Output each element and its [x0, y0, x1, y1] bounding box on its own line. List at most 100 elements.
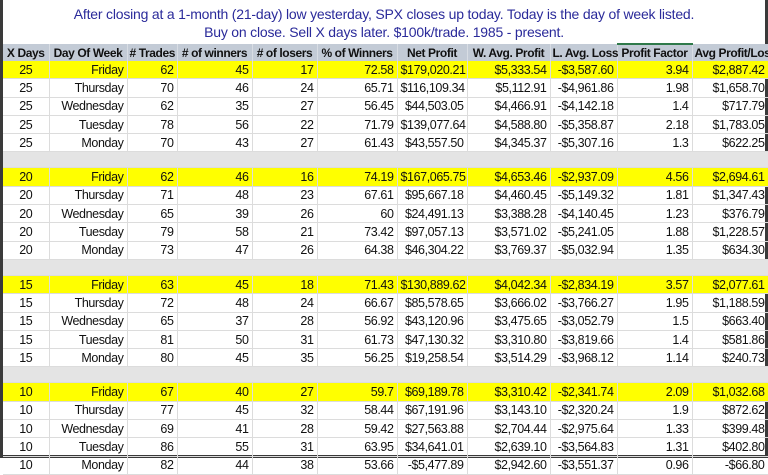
table-cell: 10	[3, 456, 50, 475]
table-cell: 25	[3, 61, 50, 80]
column-header: # of losers	[252, 44, 318, 61]
table-cell: Wednesday	[49, 97, 128, 116]
table-cell: 62	[127, 97, 178, 116]
table-cell: -$3,564.83	[550, 437, 618, 457]
table-cell: 15	[3, 312, 50, 331]
table-cell: 63	[127, 275, 178, 295]
column-header: Profit Factor	[617, 44, 693, 61]
table-cell: 56.92	[317, 312, 398, 331]
table-cell: 45	[177, 401, 253, 421]
table-cell: 1.3	[617, 133, 693, 153]
table-cell: 67.61	[317, 186, 398, 206]
table-cell: 70	[127, 133, 178, 153]
table-cell: 82	[127, 456, 178, 475]
group-separator	[3, 366, 768, 384]
table-cell: 10	[3, 419, 50, 439]
table-cell: 46	[177, 167, 253, 187]
table-row: 15 Tuesday 81 50 31 61.73 $47,130.32 $3,310.80-…	[3, 330, 768, 350]
table-cell: 2.18	[617, 115, 693, 135]
table-cell: $43,557.50	[397, 133, 468, 153]
table-cell: Monday	[49, 348, 128, 368]
table-cell: 3.94	[617, 61, 693, 80]
table-cell: -$3,766.27	[550, 293, 618, 313]
table-title: After closing at a 1-month (21-day) low …	[3, 0, 765, 44]
column-header: Avg Profit/Loss	[692, 44, 768, 61]
table-cell: 71.79	[317, 115, 398, 135]
table-cell: 73	[127, 241, 178, 260]
table-row: 20 Tuesday 79 58 21 73.42 $97,057.13 $3,571.02-…	[3, 222, 768, 242]
column-header: X Days	[3, 44, 50, 61]
column-header: L. Avg. Loss	[550, 44, 619, 61]
table-cell: -$5,241.05	[550, 222, 618, 242]
table-cell: Tuesday	[49, 222, 128, 242]
table-cell: $116,109.34	[397, 78, 468, 98]
table-cell: 1.4	[617, 97, 693, 116]
table-row: 15 Wednesday 65 37 28 56.92 $43,120.96 $3,475.6…	[3, 312, 768, 331]
table-cell: 25	[3, 115, 50, 135]
table-cell: 18	[252, 275, 318, 295]
table-cell: 50	[177, 330, 253, 350]
table-cell: $34,641.01	[397, 437, 468, 457]
table-cell: 15	[3, 330, 50, 350]
table-cell: $4,466.91	[467, 97, 551, 116]
table-cell: 59.42	[317, 419, 398, 439]
table-cell: 65	[127, 312, 178, 331]
table-cell: $2,077.61	[692, 275, 768, 295]
table-row: 20 Wednesday 65 39 26 60 $24,491.13 $3,388.28 -$…	[3, 204, 768, 224]
table-cell: 17	[252, 61, 318, 80]
table-cell: $872.62	[692, 401, 768, 421]
table-cell: 20	[3, 186, 50, 206]
table-row: 15 Thursday 72 48 24 66.67 $85,578.65 $3,666.02…	[3, 293, 768, 313]
table-cell: 60	[317, 204, 398, 224]
table-cell: 24	[252, 78, 318, 98]
table-cell: $4,042.34	[467, 275, 551, 295]
table-cell: 25	[3, 97, 50, 116]
table-cell: $1,783.05	[692, 115, 768, 135]
table-cell: 86	[127, 437, 178, 457]
table-cell: $240.73	[692, 348, 768, 368]
table-cell: -$5,149.32	[550, 186, 618, 206]
table-cell: -$4,961.86	[550, 78, 618, 98]
table-cell: 1.98	[617, 78, 693, 98]
table-cell: $47,130.32	[397, 330, 468, 350]
table-cell: $3,666.02	[467, 293, 551, 313]
table-cell: $19,258.54	[397, 348, 468, 368]
table-cell: 1.33	[617, 419, 693, 439]
highlighted-table-row: 25 Friday 62 45 17 72.58 $179,020.21 $5,333.54-…	[3, 61, 768, 80]
table-cell: $5,333.54	[467, 61, 551, 80]
table-cell: $1,032.68	[692, 382, 768, 402]
table-cell: -$2,341.74	[550, 382, 618, 402]
table-cell: 44	[177, 456, 253, 475]
table-cell: $2,694.61	[692, 167, 768, 187]
group-separator	[3, 259, 768, 276]
table-cell: 15	[3, 348, 50, 368]
table-cell: Thursday	[49, 78, 128, 98]
table-cell: 56.25	[317, 348, 398, 368]
table-cell: $4,588.80	[467, 115, 551, 135]
group-separator	[3, 151, 768, 169]
table-cell: -$3,052.79	[550, 312, 618, 331]
table-cell: 28	[252, 312, 318, 331]
table-cell: $2,887.42	[692, 61, 768, 80]
column-header: # Trades	[127, 44, 178, 61]
table-cell: 10	[3, 401, 50, 421]
table-cell: 10	[3, 437, 50, 457]
table-cell: 62	[127, 167, 178, 187]
table-cell: Monday	[49, 456, 128, 475]
table-cell: Thursday	[49, 186, 128, 206]
table-cell: 37	[177, 312, 253, 331]
table-cell: $1,658.70	[692, 78, 768, 98]
table-cell: $3,571.02	[467, 222, 551, 242]
table-cell: 1.88	[617, 222, 693, 242]
table-cell: $376.79	[692, 204, 768, 224]
table-cell: 53.66	[317, 456, 398, 475]
table-cell: 1.81	[617, 186, 693, 206]
table-cell: -$3,551.37	[550, 456, 618, 475]
table-row: 10 Monday 82 44 38 53.66 -$5,477.89 $2,942.60 -$…	[3, 456, 768, 475]
table-cell: -$2,834.19	[550, 275, 618, 295]
title-line-2: Buy on close. Sell X days later. $100k/t…	[204, 24, 564, 40]
table-cell: 25	[3, 78, 50, 98]
table-cell: $717.79	[692, 97, 768, 116]
table-cell: -$5,358.87	[550, 115, 618, 135]
